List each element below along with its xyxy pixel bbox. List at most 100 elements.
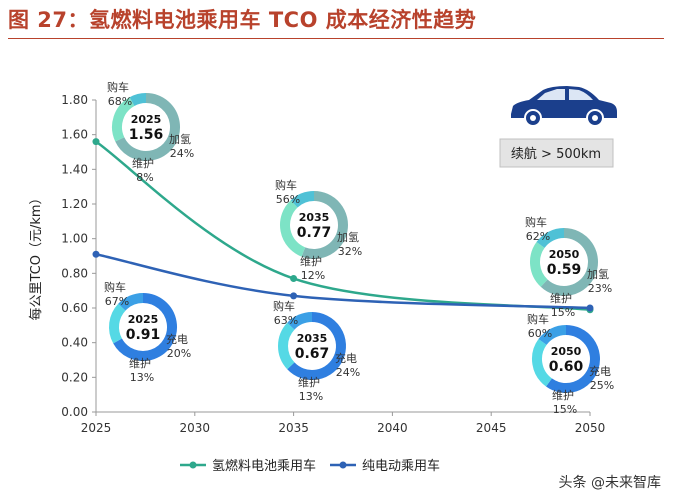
ring-part-label: 加氢	[169, 132, 191, 146]
ring-part-percent: 13%	[299, 390, 323, 403]
ring-part-percent: 24%	[336, 366, 360, 379]
ring-part-percent: 12%	[301, 269, 325, 282]
ring-segment-maintenance	[538, 325, 567, 346]
data-point-hydrogen	[92, 138, 100, 146]
y-tick-label: 1.80	[61, 93, 88, 107]
y-tick-label: 1.40	[61, 162, 88, 176]
legend-label: 氢燃料电池乘用车	[212, 458, 316, 474]
x-tick-label: 2025	[81, 421, 112, 435]
ring-value: 0.59	[547, 262, 582, 278]
ring-part-label: 充电	[166, 332, 188, 346]
y-tick-label: 1.20	[61, 197, 88, 211]
ring-segment-fuel	[532, 339, 553, 387]
y-tick-label: 1.60	[61, 128, 88, 142]
x-tick-label: 2030	[180, 421, 211, 435]
ring-year: 2050	[549, 248, 580, 261]
ring-part-label: 充电	[335, 351, 357, 365]
ring-segment-purchase	[301, 191, 348, 259]
legend-label: 纯电动乘用车	[362, 458, 440, 474]
ring-part-percent: 68%	[108, 95, 132, 108]
range-badge: 续航 > 500km	[499, 86, 617, 168]
y-axis-title: 每公里TCO（元/km）	[28, 191, 44, 320]
ring-part-label: 充电	[589, 364, 611, 378]
ring-part-label: 维护	[132, 156, 154, 170]
series-line-electric	[95, 253, 591, 310]
ring-part-percent: 24%	[170, 147, 194, 160]
legend-marker	[189, 461, 197, 469]
legend-marker	[339, 461, 347, 469]
ring-segment-maintenance	[536, 228, 565, 249]
ring-part-percent: 8%	[136, 171, 153, 184]
ring-segment-purchase	[113, 293, 177, 361]
ring-segment-maintenance	[287, 312, 313, 330]
data-point-hydrogen	[290, 275, 298, 283]
ring-part-label: 维护	[300, 254, 322, 268]
ring-value: 0.67	[295, 346, 330, 362]
ring-part-percent: 67%	[105, 295, 129, 308]
ring-part-label: 加氢	[337, 230, 359, 244]
ring-part-label: 维护	[298, 375, 320, 389]
ring-part-label: 加氢	[587, 267, 609, 281]
title-divider	[8, 38, 664, 39]
sedan-car-icon	[511, 86, 617, 127]
ring-segment-fuel	[278, 322, 295, 370]
ring-year: 2035	[297, 332, 328, 345]
ring-part-percent: 25%	[590, 379, 614, 392]
ring-value: 0.60	[549, 359, 584, 375]
y-tick-label: 0.40	[61, 336, 88, 350]
ring-part-percent: 56%	[276, 193, 300, 206]
range-label: 续航 > 500km	[511, 146, 601, 162]
x-tick-label: 2045	[476, 421, 507, 435]
y-tick-label: 1.00	[61, 232, 88, 246]
x-tick-label: 2050	[575, 421, 606, 435]
ring-part-label: 购车	[275, 178, 297, 192]
ring-part-percent: 15%	[551, 306, 575, 319]
ring-part-percent: 60%	[528, 327, 552, 340]
ring-year: 2025	[128, 313, 159, 326]
ring-part-percent: 13%	[130, 371, 154, 384]
ring-part-percent: 32%	[338, 245, 362, 258]
ring-segment-purchase	[546, 325, 600, 393]
y-tick-label: 0.00	[61, 405, 88, 419]
data-point-electric	[290, 292, 298, 300]
ring-value: 0.77	[297, 225, 332, 241]
ring-value: 1.56	[129, 127, 164, 143]
x-tick-label: 2035	[278, 421, 309, 435]
ring-segment-purchase	[287, 312, 346, 380]
ring-part-label: 购车	[525, 215, 547, 229]
ring-segment-fuel	[109, 303, 126, 344]
ring-part-label: 购车	[273, 299, 295, 313]
ring-part-label: 维护	[552, 388, 574, 402]
ring-part-percent: 15%	[553, 403, 577, 416]
ring-year: 2035	[299, 211, 330, 224]
data-point-electric	[586, 304, 594, 312]
x-tick-label: 2040	[377, 421, 408, 435]
ring-part-percent: 23%	[588, 282, 612, 295]
y-tick-label: 0.20	[61, 370, 88, 384]
watermark: 头条 @未来智库	[558, 475, 661, 491]
ring-segment-maintenance	[129, 93, 147, 107]
ring-part-label: 维护	[550, 291, 572, 305]
ring-part-label: 维护	[129, 356, 151, 370]
ring-part-percent: 20%	[167, 347, 191, 360]
ring-segment-fuel	[112, 97, 135, 142]
ring-year: 2050	[551, 345, 582, 358]
y-tick-label: 0.60	[61, 301, 88, 315]
ring-part-label: 购车	[107, 80, 129, 94]
ring-part-label: 购车	[527, 312, 549, 326]
figure-title: 图 27：氢燃料电池乘用车 TCO 成本经济性趋势	[8, 8, 477, 32]
ring-part-percent: 63%	[274, 314, 298, 327]
ring-segment-purchase	[115, 93, 180, 161]
ring-part-label: 购车	[104, 280, 126, 294]
ring-value: 0.91	[126, 327, 161, 343]
ring-segment-purchase	[540, 228, 598, 296]
data-point-electric	[92, 250, 100, 258]
ring-part-percent: 62%	[526, 230, 550, 243]
ring-segment-fuel	[280, 200, 306, 257]
